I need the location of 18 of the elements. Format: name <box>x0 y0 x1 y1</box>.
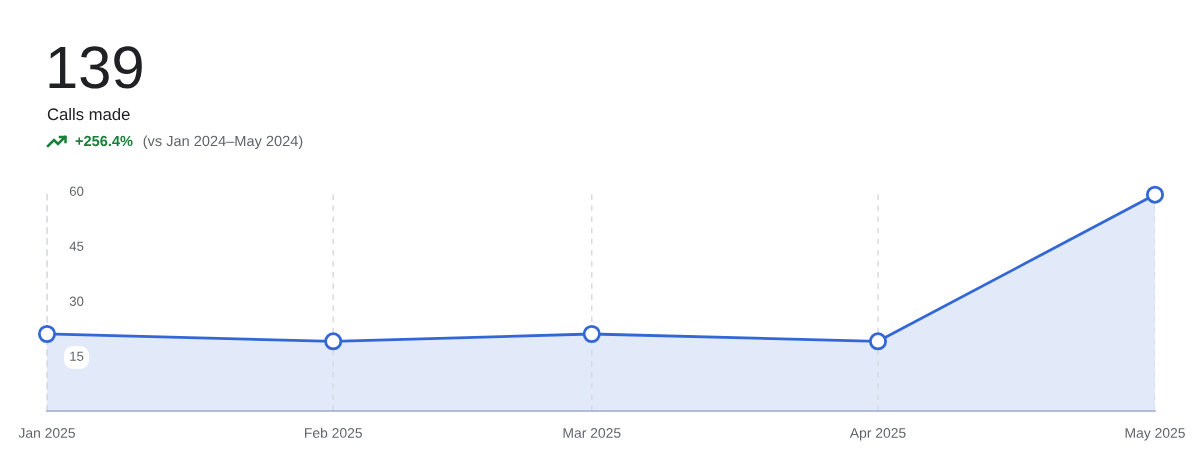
x-tick-label: Jan 2025 <box>18 428 75 438</box>
x-tick-label: Apr 2025 <box>849 428 906 441</box>
y-tick-label: 60 <box>69 186 84 196</box>
y-tick-label: 15 <box>70 351 84 361</box>
y-tick-label: 45 <box>69 241 84 251</box>
x-tick-label: Mar 2025 <box>563 428 621 438</box>
y-tick-label: 30 <box>69 296 84 306</box>
point <box>1145 185 1165 204</box>
point <box>37 324 57 344</box>
x-tick-label: Feb 2025 <box>305 427 362 438</box>
text: (vs Jan 2024–May 2024) <box>143 135 303 150</box>
chart-subtitle: Calls made <box>47 107 130 121</box>
chart-title: 139 <box>49 46 142 89</box>
x-tick-label: May 2025 <box>1125 428 1185 441</box>
point <box>582 324 601 344</box>
text: +256.4% <box>75 135 133 147</box>
point <box>324 332 343 351</box>
point <box>868 332 888 351</box>
